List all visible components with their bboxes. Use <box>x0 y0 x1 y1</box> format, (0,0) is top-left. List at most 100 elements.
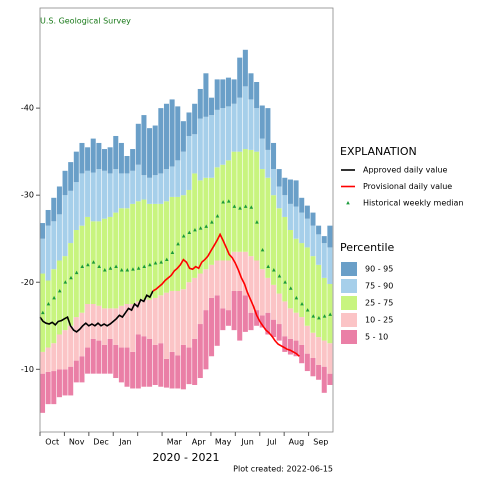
percentile-band <box>310 212 316 226</box>
percentile-band <box>316 234 322 265</box>
median-marker <box>288 286 293 290</box>
percentile-band <box>282 216 288 302</box>
percentile-band <box>225 260 231 311</box>
percentile-band <box>293 238 299 313</box>
percentile-band <box>214 167 220 261</box>
median-marker <box>63 280 68 284</box>
daily-line <box>39 290 154 333</box>
percentile-band <box>254 108 260 152</box>
percentile-band <box>214 260 220 296</box>
percentile-band <box>265 108 271 150</box>
percentile-band <box>310 256 316 333</box>
percentile-band <box>180 289 186 345</box>
percentile-band <box>152 203 158 298</box>
median-marker <box>311 314 316 318</box>
percentile-band <box>175 355 181 389</box>
percentile-band <box>203 269 209 311</box>
percentile-band <box>141 115 147 176</box>
percentile-band <box>276 208 282 294</box>
percentile-band <box>248 312 254 331</box>
percentile-band <box>282 195 288 217</box>
median-marker <box>204 224 209 228</box>
median-marker <box>91 260 96 264</box>
percentile-band <box>231 151 237 252</box>
percentile-band <box>231 290 237 331</box>
percentile-band <box>130 149 136 171</box>
x-tick-label: Jul <box>266 438 277 447</box>
percentile-band <box>147 338 153 387</box>
percentile-band <box>197 118 203 181</box>
percentile-band <box>242 251 248 296</box>
percentile-band <box>186 347 192 385</box>
percentile-band <box>186 112 192 136</box>
percentile-band <box>304 325 310 354</box>
percentile-band <box>321 236 327 244</box>
percentile-band <box>220 308 226 331</box>
percentile-band <box>293 180 299 207</box>
percentile-band <box>113 135 119 170</box>
median-marker <box>108 266 113 270</box>
percentile-band <box>113 169 119 213</box>
percentile-band <box>276 169 282 187</box>
percentile-band <box>141 299 147 337</box>
percentile-band <box>107 173 113 217</box>
median-marker <box>232 204 237 208</box>
percentile-band <box>169 351 175 389</box>
median-marker <box>136 266 141 270</box>
percentile-band <box>101 344 108 374</box>
percentile-band <box>203 177 209 270</box>
percentile-band <box>62 170 68 196</box>
percentile-band <box>327 373 333 385</box>
percentile-band <box>73 151 79 183</box>
percentile-band <box>56 369 62 398</box>
x-axis-label: 2020 - 2021 <box>153 451 220 464</box>
percentile-band <box>287 203 293 231</box>
percentile-band <box>135 164 141 202</box>
median-marker <box>255 220 259 224</box>
percentile-band <box>113 212 119 309</box>
percentile-band <box>118 305 124 348</box>
percentile-band <box>265 312 271 335</box>
percentile-band <box>254 151 260 261</box>
percentile-band <box>68 325 74 367</box>
percentile-band <box>259 315 265 328</box>
percentile-band <box>130 170 136 204</box>
percentile-band <box>276 324 282 341</box>
percentile-band <box>248 73 254 100</box>
percentile-band <box>124 347 130 387</box>
median-marker <box>238 206 242 210</box>
median-marker <box>272 268 276 272</box>
percentile-band <box>90 338 96 374</box>
percentile-band <box>85 170 91 217</box>
percentile-band <box>135 201 141 302</box>
median-marker <box>249 205 254 209</box>
percentile-band <box>107 147 113 174</box>
percentile-band <box>259 169 265 270</box>
percentile-band <box>163 169 169 202</box>
percentile-band <box>68 162 74 191</box>
percentile-band <box>214 79 220 110</box>
percentile-band <box>51 269 57 344</box>
percentile-band <box>276 293 282 325</box>
percentile-band <box>90 304 96 339</box>
median-marker <box>210 220 214 224</box>
median-marker <box>74 270 79 275</box>
y-tick-label: -30 <box>21 191 34 200</box>
percentile-band <box>175 160 181 197</box>
percentile-band <box>45 347 51 372</box>
percentile-band <box>197 324 203 379</box>
percentile-band <box>276 186 282 209</box>
percentile-band <box>96 221 102 306</box>
legend-label: 75 - 90 <box>365 282 393 291</box>
percentile-band <box>51 221 57 270</box>
percentile-band <box>259 105 265 139</box>
median-marker <box>69 275 73 280</box>
percentile-band <box>220 260 226 309</box>
percentile-band <box>62 256 68 331</box>
percentile-band <box>45 209 51 226</box>
median-marker <box>226 199 231 203</box>
percentile-band <box>152 344 158 385</box>
percentile-band <box>124 156 130 174</box>
percentile-band <box>299 212 305 244</box>
percentile-band <box>282 177 288 196</box>
